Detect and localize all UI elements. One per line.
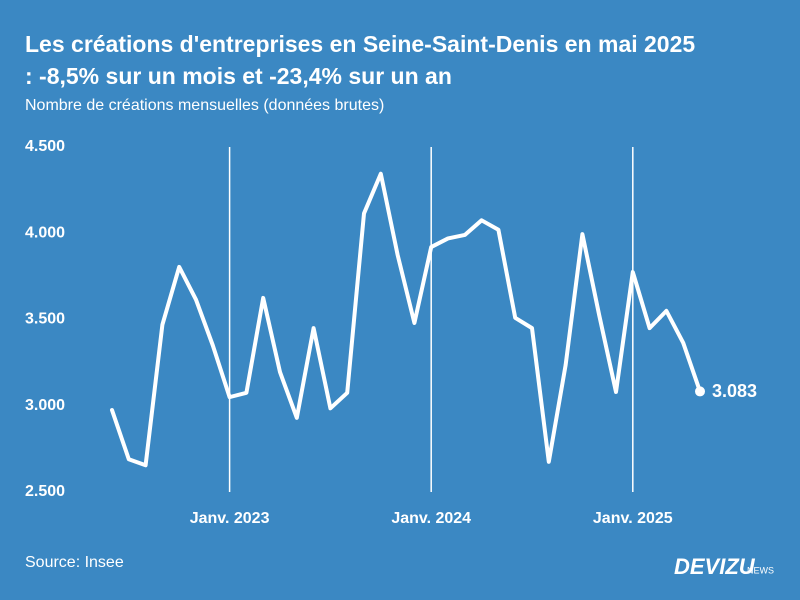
line <box>110 171 702 468</box>
source: Source: Insee <box>25 554 124 571</box>
y-tick-label: 3.000 <box>25 397 65 414</box>
value-label: 3.083 <box>712 381 757 401</box>
y-tick-label: 4.500 <box>25 138 65 155</box>
chart-subtitle: Nombre de créations mensuelles (données … <box>25 97 384 114</box>
x-tick-label: Janv. 2025 <box>593 510 673 527</box>
brand-name: DEVIZU <box>674 554 756 579</box>
y-tick-label: 3.500 <box>25 311 65 328</box>
brand-suffix: NEWS <box>747 565 774 575</box>
x-tick-label: Janv. 2024 <box>391 510 471 527</box>
x-tick-label: Janv. 2023 <box>190 510 270 527</box>
chart-title: : -8,5% sur un mois et -23,4% sur un an <box>25 63 452 89</box>
point <box>695 386 705 397</box>
y-tick-label: 2.500 <box>25 483 65 500</box>
y-tick-label: 4.000 <box>25 224 65 241</box>
chart-title: Les créations d'entreprises en Seine-Sai… <box>25 31 695 57</box>
